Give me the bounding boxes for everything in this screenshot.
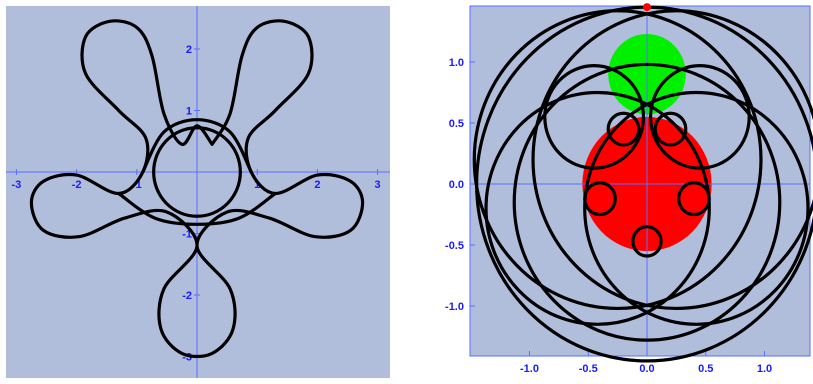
x-tick-label: -1.0 bbox=[520, 363, 539, 375]
x-tick-label: 1.0 bbox=[757, 363, 772, 375]
y-tick-label: -0.5 bbox=[445, 240, 464, 252]
loop-circle-left bbox=[472, 9, 763, 311]
rosette-curve bbox=[29, 19, 365, 359]
right-plot-marker bbox=[643, 3, 651, 12]
left-plot-axes bbox=[6, 6, 390, 378]
x-tick-label: 0.5 bbox=[698, 363, 713, 375]
lower-arc bbox=[117, 191, 277, 226]
y-tick-label: 1.0 bbox=[449, 57, 464, 69]
inner-loop-bottom bbox=[631, 225, 663, 258]
right-plot-tick-labels: -1.0 -0.5 0.0 0.5 1.0 1.0 0.5 0.0 -0.5 -1.0 bbox=[445, 57, 772, 375]
inner-loop-left bbox=[583, 181, 617, 217]
y-tick-label: -1 bbox=[182, 229, 192, 241]
inner-circle bbox=[152, 126, 242, 218]
x-tick-label: 2 bbox=[314, 179, 320, 191]
inner-loop-top-left bbox=[606, 111, 641, 147]
loop-circle-lower bbox=[512, 62, 782, 342]
y-tick-label: -1.0 bbox=[445, 301, 464, 313]
x-tick-label: -0.5 bbox=[579, 363, 598, 375]
x-tick-label: 1 bbox=[254, 179, 260, 191]
upper-arc bbox=[141, 118, 253, 174]
inner-loop-top-right bbox=[653, 111, 688, 147]
x-tick-label: -3 bbox=[12, 179, 22, 191]
y-tick-label: 0.0 bbox=[449, 179, 464, 191]
y-tick-label: -2 bbox=[182, 290, 192, 302]
inner-loop-right bbox=[677, 181, 711, 217]
y-tick-label: 1 bbox=[186, 106, 192, 118]
x-tick-label: 3 bbox=[375, 179, 381, 191]
left-plot-background bbox=[6, 6, 390, 378]
y-tick-label: -3 bbox=[182, 352, 192, 364]
left-plot-curves bbox=[29, 19, 365, 359]
upper-loop-left bbox=[543, 64, 646, 170]
upper-loop-right bbox=[648, 64, 751, 170]
y-tick-label: 0.5 bbox=[449, 118, 464, 130]
loop-circle-right-lower bbox=[583, 90, 810, 326]
loop-circle-left-lower bbox=[484, 90, 711, 326]
x-tick-label: -2 bbox=[72, 179, 82, 191]
loop-circle-right bbox=[531, 9, 813, 310]
x-tick-label: 0.0 bbox=[639, 363, 654, 375]
left-plot-tick-labels: -3 -2 -1 1 2 3 -3 -2 -1 1 2 bbox=[12, 44, 381, 364]
left-plot: -3 -2 -1 1 2 3 -3 -2 -1 1 2 bbox=[6, 6, 390, 378]
red-point bbox=[643, 3, 651, 12]
x-tick-label: -1 bbox=[132, 179, 142, 191]
y-tick-label: 2 bbox=[186, 44, 192, 56]
right-plot: -1.0 -0.5 0.0 0.5 1.0 1.0 0.5 0.0 -0.5 -1.0 bbox=[445, 3, 813, 375]
